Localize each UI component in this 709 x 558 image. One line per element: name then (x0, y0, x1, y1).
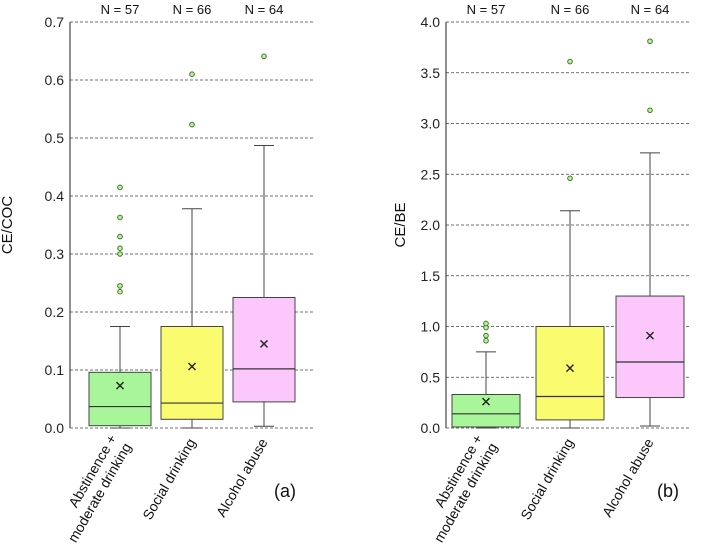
iqr-box (535, 326, 605, 421)
mean-marker-stroke (188, 362, 196, 371)
outlier-point (189, 71, 195, 77)
n-label: N = 66 (173, 2, 212, 17)
y-tick-label: 0.2 (45, 304, 65, 320)
mean-marker (482, 397, 490, 406)
n-label: N = 57 (101, 2, 140, 17)
y-tick-label: 4.0 (421, 14, 441, 30)
outlier-point (483, 332, 489, 339)
outlier-point (117, 214, 123, 221)
panel-label: (a) (274, 481, 296, 501)
category-label: Alcohol abuse (213, 435, 271, 519)
panel-label: (b) (657, 481, 679, 501)
outlier-point (647, 38, 653, 45)
y-tick-label: 3.0 (421, 116, 441, 132)
category-label: Alcohol abuse (599, 435, 657, 519)
y-tick-label: 2.0 (421, 217, 441, 233)
iqr-box (451, 394, 521, 428)
outlier-point (117, 251, 123, 257)
outlier-point (647, 107, 653, 114)
iqr-box (232, 297, 296, 403)
iqr-box (160, 326, 224, 420)
y-tick-label: 0.0 (45, 420, 65, 436)
outlier-point (261, 53, 267, 60)
outlier-point (483, 320, 489, 327)
y-tick-label: 0.3 (45, 246, 65, 262)
mean-marker-stroke (646, 331, 654, 340)
y-axis-label: CE/BE (392, 202, 409, 247)
outlier-point (483, 337, 489, 344)
panel-b: 0.0 0.5 1.0 1.5 2.0 2.5 3.0 3.5 4.0 CE/BE N = 57 Ab… (392, 2, 690, 545)
mean-marker-stroke (482, 397, 490, 406)
outlier-point (117, 184, 123, 191)
panel-a: 0.0 0.1 0.2 0.3 0.4 0.5 0.6 0.7 CE/COC N = 57 Abst… (0, 2, 315, 545)
outlier-point (567, 58, 573, 65)
outlier-point (189, 121, 195, 128)
y-tick-label: 2.5 (421, 166, 441, 182)
mean-marker-stroke (116, 381, 124, 390)
outlier-point (117, 283, 123, 289)
category-label: Abstinence +moderate drinking (50, 432, 135, 546)
n-label: N = 57 (467, 2, 506, 17)
mean-marker-stroke (566, 364, 574, 373)
outlier-point (117, 233, 123, 240)
outlier-point (567, 175, 573, 182)
category-label-line: Alcohol abuse (213, 435, 271, 519)
mean-marker-stroke (260, 339, 268, 348)
y-tick-label: 0.5 (45, 130, 65, 146)
y-tick-label: 1.5 (421, 268, 441, 284)
outlier-point (117, 245, 123, 251)
mean-marker (188, 362, 196, 371)
mean-marker (646, 331, 654, 340)
y-tick-label: 1.0 (421, 319, 441, 335)
y-tick-label: 0.6 (45, 72, 65, 88)
category-label-line: Alcohol abuse (599, 435, 657, 519)
category-label: Abstinence +moderate drinking (416, 432, 501, 546)
y-tick-label: 3.5 (421, 65, 441, 81)
iqr-box (615, 295, 685, 399)
y-axis-label: CE/COC (0, 196, 16, 255)
y-tick-label: 0.0 (421, 420, 441, 436)
y-tick-label: 0.5 (421, 369, 441, 385)
category-label: Social drinking (139, 436, 198, 523)
mean-marker (260, 339, 268, 348)
outlier-point (117, 288, 123, 295)
mean-marker (116, 381, 124, 390)
n-label: N = 64 (245, 2, 284, 17)
y-tick-label: 0.1 (45, 362, 65, 378)
category-label-line: Social drinking (517, 436, 576, 523)
y-tick-label: 0.7 (45, 14, 65, 30)
n-label: N = 64 (631, 2, 670, 17)
mean-marker (566, 364, 574, 373)
n-label: N = 66 (551, 2, 590, 17)
category-label-line: Social drinking (139, 436, 198, 523)
category-label: Social drinking (517, 436, 576, 523)
y-tick-label: 0.4 (45, 188, 65, 204)
iqr-box (88, 371, 152, 427)
